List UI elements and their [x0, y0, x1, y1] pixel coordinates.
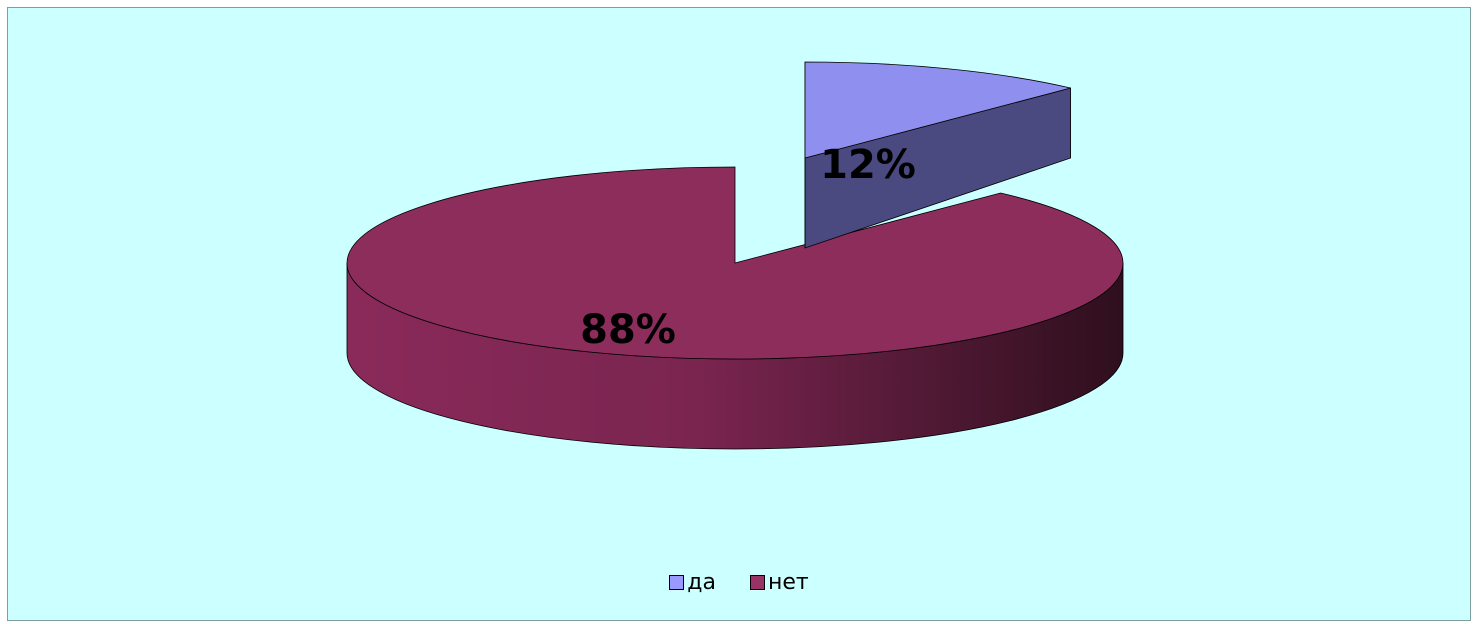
legend: да нет [8, 570, 1470, 595]
legend-swatch-da [669, 575, 685, 590]
chart-area: 88% 12% да нет [7, 7, 1471, 621]
slice-top-net [346, 166, 1124, 360]
slice-top-da [804, 61, 1071, 159]
pie-chart: 88% 12% [346, 61, 1124, 450]
legend-swatch-net [749, 575, 765, 590]
legend-label-net: нет [767, 570, 809, 595]
legend-label-da: да [687, 570, 716, 595]
legend-item-net: нет [749, 570, 809, 595]
data-label-da: 12% [820, 142, 916, 188]
data-label-net: 88% [580, 307, 676, 353]
legend-item-da: да [669, 570, 716, 595]
